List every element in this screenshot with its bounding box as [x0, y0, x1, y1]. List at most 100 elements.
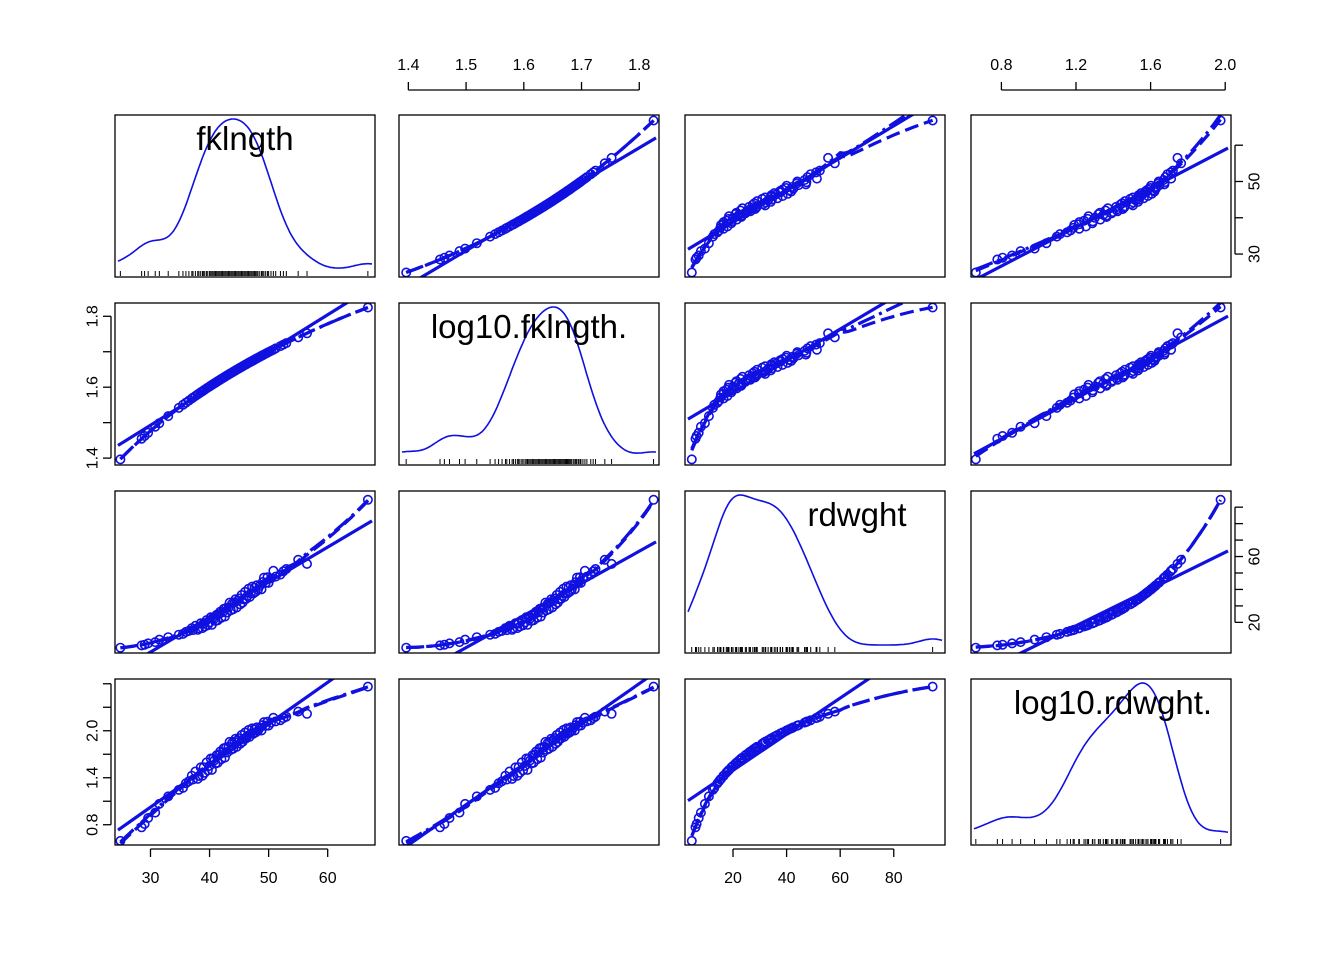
panel-rdwght-vs-log10.rdwght.	[970, 490, 1232, 654]
panel-rdwght-vs-fklngth	[114, 490, 376, 654]
panel-frame	[684, 678, 946, 846]
panel-frame	[398, 114, 660, 278]
panel-frame	[114, 490, 376, 654]
tick-label: 1.8	[85, 305, 102, 327]
tick-label: 1.8	[628, 57, 650, 74]
panel-log10.fklngth.-vs-rdwght	[684, 302, 946, 466]
variable-label: log10.fklngth.	[431, 308, 627, 345]
least-squares-line	[453, 540, 657, 653]
panel-log10.rdwght.-vs-rdwght	[684, 678, 946, 846]
tick-label: 1.6	[513, 57, 535, 74]
tick-label: 1.4	[397, 57, 419, 74]
data-point	[115, 454, 126, 465]
panel-fklngth-vs-log10.rdwght.	[970, 114, 1232, 278]
panel-fklngth-vs-rdwght	[684, 114, 946, 278]
spread-line	[975, 115, 1222, 271]
data-point	[1162, 569, 1173, 580]
density-curve	[687, 494, 943, 646]
panel-log10.fklngth.-vs-log10.rdwght.	[970, 302, 1232, 466]
panel-log10.fklngth.-vs-fklngth	[114, 302, 376, 466]
panel-rdwght-vs-rdwght: rdwght	[684, 490, 946, 654]
panel-log10.rdwght.-vs-log10.rdwght.: log10.rdwght.	[970, 678, 1232, 846]
data-point	[362, 681, 373, 692]
tick-label: 50	[1247, 172, 1264, 190]
tick-label: 30	[142, 870, 160, 887]
panel-log10.fklngth.-vs-log10.fklngth.: log10.fklngth.	[398, 302, 660, 466]
least-squares-line	[1017, 549, 1229, 653]
data-point	[1215, 494, 1226, 505]
data-point	[143, 427, 154, 438]
least-squares-line	[418, 136, 657, 277]
data-point	[648, 494, 659, 505]
axis-right-fklngth: 30 50	[1234, 144, 1264, 263]
spread-line	[406, 499, 655, 650]
panel-log10.rdwght.-vs-fklngth	[114, 678, 376, 846]
variable-label: fklngth	[196, 120, 293, 157]
data-point	[1172, 152, 1183, 163]
spread-line	[974, 303, 1222, 456]
variable-label: rdwght	[807, 496, 906, 533]
tick-label: 30	[1247, 245, 1264, 263]
data-point	[686, 835, 697, 845]
tick-label: 60	[1247, 548, 1264, 566]
panel-frame	[398, 490, 660, 654]
tick-label: 50	[260, 870, 278, 887]
data-point	[648, 681, 659, 692]
data-point	[648, 115, 659, 126]
data-point	[752, 741, 763, 752]
tick-label: 1.4	[85, 447, 102, 469]
panel-fklngth-vs-fklngth: fklngth	[114, 114, 376, 278]
tick-label: 20	[1247, 613, 1264, 631]
tick-label: 20	[724, 870, 742, 887]
density-curve	[973, 682, 1229, 833]
tick-label: 0.8	[85, 814, 102, 836]
spread-line	[119, 685, 369, 844]
least-squares-line	[117, 679, 336, 832]
tick-label: 40	[201, 870, 219, 887]
data-point	[606, 152, 617, 163]
data-point	[590, 563, 601, 574]
data-point	[1095, 615, 1106, 626]
tick-label: 60	[319, 870, 337, 887]
tick-label: 60	[831, 870, 849, 887]
axis-top-log10.fklngth.: 1.4 1.5 1.6 1.7 1.8	[397, 57, 650, 91]
panel-frame	[684, 114, 946, 278]
tick-label: 1.7	[570, 57, 592, 74]
panel-frame	[970, 678, 1232, 846]
spread-line	[119, 306, 369, 461]
data-point	[362, 494, 373, 505]
spread-line	[405, 685, 655, 844]
spread-line	[405, 119, 655, 274]
data-point	[1165, 566, 1176, 577]
data-point	[823, 152, 834, 163]
panel-log10.rdwght.-vs-log10.fklngth.	[398, 678, 660, 846]
axis-bottom-fklngth: 30 40 50 60	[142, 848, 337, 887]
data-point	[485, 231, 496, 242]
tick-label: 1.2	[1065, 57, 1087, 74]
panel-frame	[114, 114, 376, 278]
smoother-line	[119, 306, 369, 461]
spread-line	[690, 303, 907, 450]
tick-label: 2.0	[1214, 57, 1236, 74]
data-point	[136, 433, 147, 444]
spread-line	[120, 499, 370, 650]
tick-label: 80	[885, 870, 903, 887]
panel-rdwght-vs-log10.fklngth.	[398, 490, 660, 654]
panel-frame	[684, 490, 946, 654]
panel-frame	[684, 302, 946, 466]
smoother-line	[120, 499, 370, 650]
axis-top-log10.rdwght.: 0.8 1.2 1.6 2.0	[990, 57, 1236, 91]
axis-left-log10.fklngth.: 1.4 1.6 1.8	[85, 305, 112, 469]
panel-fklngth-vs-log10.fklngth.	[398, 114, 660, 278]
data-point	[686, 267, 697, 277]
data-point	[1167, 165, 1178, 176]
data-point	[737, 752, 748, 763]
density-curve	[401, 306, 656, 454]
tick-label: 1.6	[85, 376, 102, 398]
axis-bottom-rdwght: 20 40 60 80	[724, 848, 903, 887]
smoother-line	[974, 305, 1222, 458]
data-point	[1172, 558, 1183, 569]
tick-label: 1.4	[85, 767, 102, 789]
tick-label: 0.8	[990, 57, 1012, 74]
